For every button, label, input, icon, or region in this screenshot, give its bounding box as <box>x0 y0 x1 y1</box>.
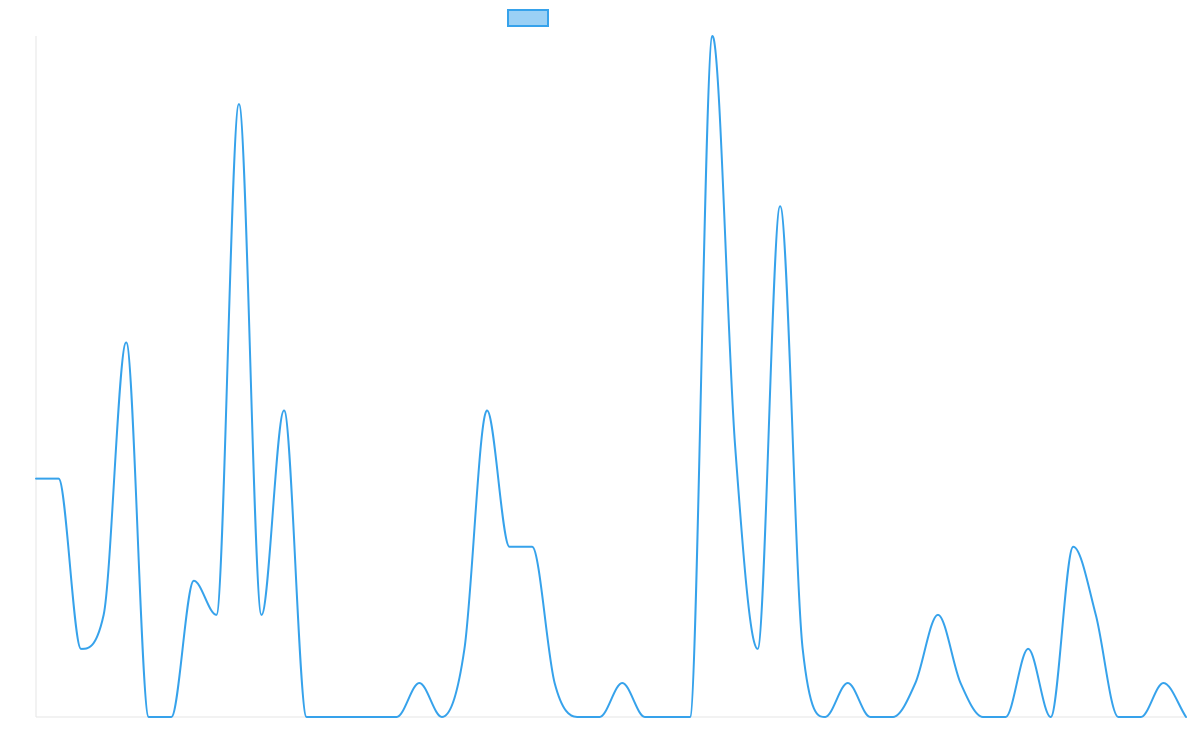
data-point[interactable] <box>303 713 311 721</box>
data-point[interactable] <box>460 645 468 653</box>
data-point[interactable] <box>415 679 423 687</box>
data-point[interactable] <box>483 407 491 415</box>
data-point[interactable] <box>686 713 694 721</box>
data-point[interactable] <box>506 543 514 551</box>
data-point[interactable] <box>596 713 604 721</box>
data-point[interactable] <box>1182 713 1190 721</box>
data-point[interactable] <box>212 611 220 619</box>
data-point[interactable] <box>957 679 965 687</box>
data-point[interactable] <box>235 100 243 108</box>
legend[interactable] <box>507 9 549 27</box>
series-line-0 <box>35 35 1187 719</box>
data-point[interactable] <box>100 611 108 619</box>
data-point[interactable] <box>528 543 536 551</box>
data-point[interactable] <box>573 713 581 721</box>
data-point[interactable] <box>866 713 874 721</box>
data-point[interactable] <box>1092 611 1100 619</box>
data-point[interactable] <box>1137 713 1145 721</box>
data-point[interactable] <box>911 679 919 687</box>
series-layer <box>32 32 1190 721</box>
data-point[interactable] <box>167 713 175 721</box>
data-point[interactable] <box>1114 713 1122 721</box>
data-point[interactable] <box>821 713 829 721</box>
data-point[interactable] <box>1159 679 1167 687</box>
data-point[interactable] <box>393 713 401 721</box>
data-point[interactable] <box>348 713 356 721</box>
data-point[interactable] <box>754 645 762 653</box>
data-point[interactable] <box>934 611 942 619</box>
data-point[interactable] <box>889 713 897 721</box>
data-point[interactable] <box>370 713 378 721</box>
data-point[interactable] <box>32 475 40 483</box>
data-point[interactable] <box>618 679 626 687</box>
data-point[interactable] <box>145 713 153 721</box>
data-point[interactable] <box>1069 543 1077 551</box>
data-point[interactable] <box>1024 645 1032 653</box>
data-point[interactable] <box>776 202 784 210</box>
data-point[interactable] <box>122 338 130 346</box>
data-point[interactable] <box>979 713 987 721</box>
data-point[interactable] <box>257 611 265 619</box>
data-point[interactable] <box>799 645 807 653</box>
data-point[interactable] <box>280 407 288 415</box>
data-point[interactable] <box>844 679 852 687</box>
data-point[interactable] <box>551 679 559 687</box>
data-point[interactable] <box>663 713 671 721</box>
data-point[interactable] <box>190 577 198 585</box>
data-point[interactable] <box>55 475 63 483</box>
data-point[interactable] <box>708 32 716 40</box>
data-point[interactable] <box>325 713 333 721</box>
data-point[interactable] <box>641 713 649 721</box>
legend-swatch[interactable] <box>507 9 549 27</box>
data-point[interactable] <box>77 645 85 653</box>
data-point[interactable] <box>731 441 739 449</box>
data-point[interactable] <box>1002 713 1010 721</box>
data-point[interactable] <box>438 713 446 721</box>
data-point[interactable] <box>1047 713 1055 721</box>
